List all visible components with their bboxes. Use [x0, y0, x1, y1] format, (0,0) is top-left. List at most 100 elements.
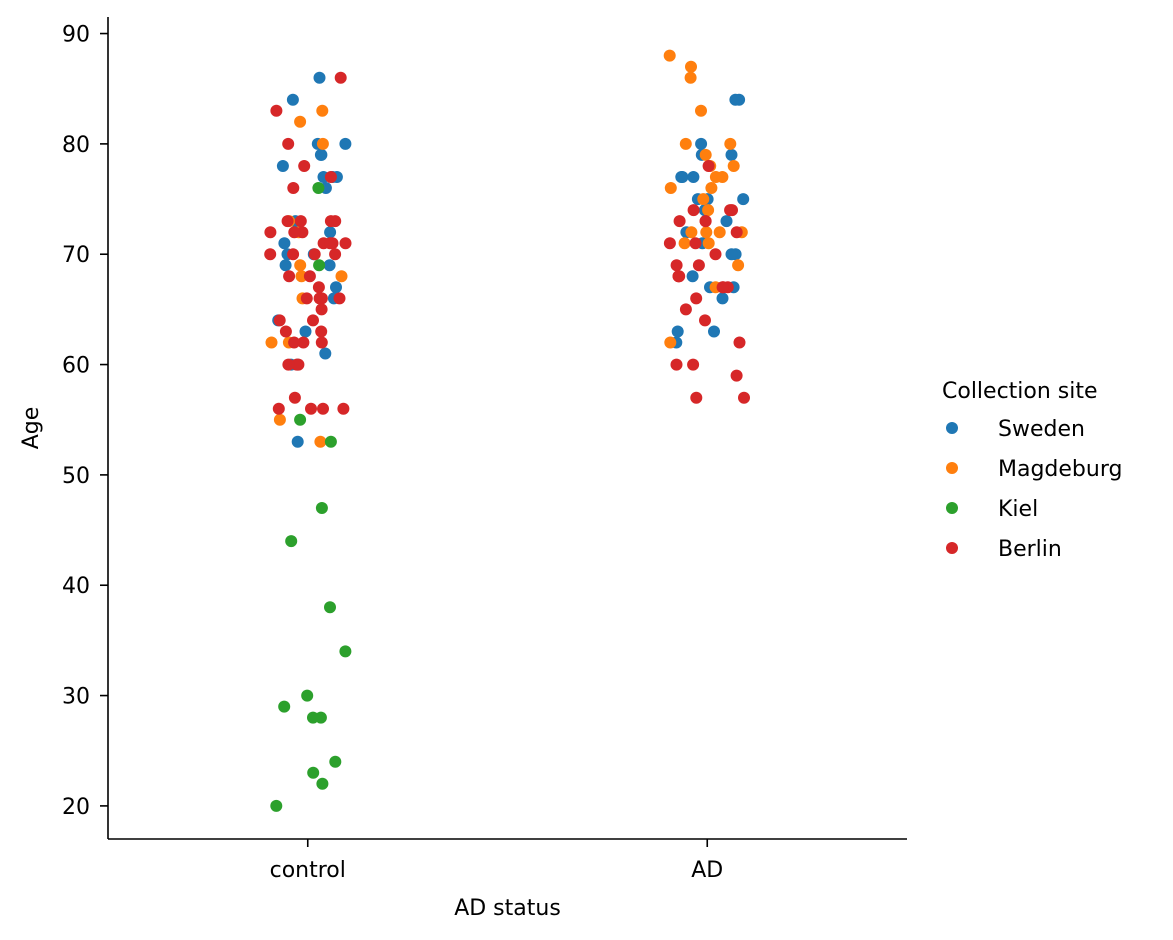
y-tick-label: 60 — [62, 354, 90, 379]
data-point-magdeburg — [732, 259, 745, 272]
data-point-kiel — [285, 535, 298, 548]
data-point-sweden — [708, 325, 720, 338]
data-point-berlin — [288, 226, 301, 239]
data-point-sweden — [286, 93, 299, 106]
y-tick-label: 70 — [62, 243, 90, 268]
y-axis-ticks: 20 30 40 50 60 70 80 90 — [62, 23, 108, 820]
y-tick-label: 40 — [62, 574, 90, 599]
data-point-berlin — [699, 314, 711, 327]
data-point-magdeburg — [713, 226, 726, 239]
data-point-kiel — [301, 689, 314, 702]
data-point-magdeburg — [316, 104, 329, 117]
y-tick-label: 90 — [62, 23, 90, 48]
legend-label-kiel: Kiel — [998, 497, 1038, 522]
data-point-berlin — [305, 402, 317, 415]
data-point-berlin — [730, 369, 743, 382]
data-point-magdeburg — [265, 336, 278, 349]
data-point-sweden — [675, 171, 688, 183]
data-point-kiel — [314, 711, 327, 724]
legend-label-sweden: Sweden — [998, 417, 1085, 442]
data-point-berlin — [264, 226, 277, 239]
legend-marker-sweden — [946, 422, 958, 434]
data-point-magdeburg — [685, 60, 697, 73]
x-axis-title: AD status — [454, 896, 561, 921]
data-point-sweden — [671, 325, 684, 338]
data-point-berlin — [283, 270, 296, 283]
data-point-berlin — [687, 204, 700, 217]
data-point-kiel — [270, 799, 283, 812]
data-point-magdeburg — [294, 115, 307, 128]
data-point-sweden — [299, 325, 312, 338]
data-point-berlin — [315, 303, 328, 316]
legend-item-magdeburg: Magdeburg — [946, 457, 1122, 482]
data-point-kiel — [324, 601, 336, 614]
data-point-sweden — [686, 270, 699, 283]
legend: Collection site Sweden Magdeburg Kiel Berli… — [942, 379, 1122, 562]
data-point-sweden — [279, 259, 292, 272]
data-point-kiel — [312, 182, 325, 194]
data-point-berlin — [315, 336, 328, 349]
data-point-berlin — [270, 104, 283, 117]
data-point-berlin — [673, 215, 686, 228]
y-tick-label: 80 — [62, 133, 90, 158]
data-point-kiel — [324, 435, 337, 448]
data-point-magdeburg — [664, 336, 677, 349]
data-point-berlin — [716, 281, 729, 294]
data-point-magdeburg — [295, 270, 308, 283]
legend-item-sweden: Sweden — [946, 417, 1085, 442]
data-point-berlin — [324, 171, 337, 183]
legend-label-magdeburg: Magdeburg — [998, 457, 1122, 482]
data-point-berlin — [733, 336, 746, 349]
data-point-sweden — [276, 160, 289, 172]
data-point-berlin — [339, 237, 352, 250]
data-point-berlin — [308, 248, 321, 261]
data-point-berlin — [672, 270, 685, 283]
data-point-berlin — [281, 215, 294, 228]
data-point-berlin — [679, 303, 692, 316]
data-point-berlin — [690, 391, 703, 404]
data-point-berlin — [702, 160, 715, 172]
data-point-berlin — [317, 402, 329, 415]
data-point-magdeburg — [716, 171, 729, 183]
data-point-sweden — [716, 292, 729, 305]
data-point-sweden — [313, 71, 326, 84]
data-point-kiel — [294, 413, 307, 426]
y-tick-label: 30 — [62, 685, 90, 710]
data-point-sweden — [725, 248, 738, 261]
data-point-sweden — [737, 193, 750, 206]
data-point-berlin — [334, 71, 347, 84]
data-point-berlin — [287, 248, 300, 261]
data-point-magdeburg — [664, 182, 677, 194]
data-point-berlin — [282, 137, 295, 150]
data-point-berlin — [324, 215, 337, 228]
data-point-kiel — [278, 700, 291, 713]
data-point-magdeburg — [727, 160, 740, 172]
x-axis-ticks: control AD — [270, 839, 723, 883]
data-point-sweden — [278, 237, 291, 250]
data-point-sweden — [291, 435, 304, 448]
data-point-sweden — [330, 281, 342, 294]
data-point-magdeburg — [316, 137, 329, 150]
data-point-magdeburg — [663, 49, 676, 62]
data-point-berlin — [687, 358, 700, 371]
data-point-berlin — [273, 314, 286, 327]
data-point-sweden — [339, 137, 352, 150]
data-point-berlin — [307, 314, 319, 327]
data-point-berlin — [272, 402, 285, 415]
data-point-kiel — [329, 755, 342, 768]
data-point-berlin — [324, 237, 337, 250]
y-tick-label: 20 — [62, 795, 90, 820]
data-point-berlin — [329, 248, 342, 261]
data-point-magdeburg — [702, 237, 715, 250]
data-point-kiel — [313, 259, 326, 272]
y-tick-label: 50 — [62, 464, 90, 489]
data-point-berlin — [282, 358, 295, 371]
data-point-berlin — [313, 292, 326, 305]
y-axis-title: Age — [19, 407, 44, 450]
data-point-berlin — [709, 248, 722, 261]
data-point-magdeburg — [273, 413, 286, 426]
data-point-sweden — [323, 259, 336, 272]
data-point-berlin — [294, 215, 307, 228]
data-point-berlin — [699, 215, 712, 228]
